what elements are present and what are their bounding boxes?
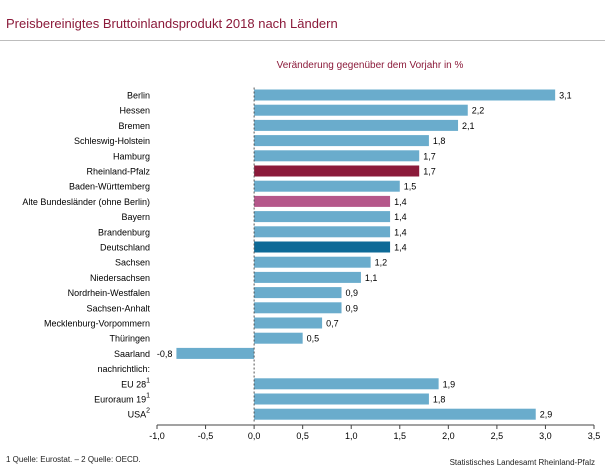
labels-layer: Berlin 3,1 Hessen 2,2 Bremen 2,1 Schleswig-Hol…	[22, 91, 571, 420]
bar	[254, 271, 361, 283]
value-label: 1,4	[394, 227, 407, 237]
bar	[254, 408, 536, 420]
value-label: 2,9	[540, 410, 553, 420]
x-tick-label: 2,5	[491, 431, 504, 441]
value-label: 0,7	[326, 319, 339, 329]
x-tick-label: 1,0	[345, 431, 358, 441]
category-label: Niedersachsen	[90, 273, 150, 283]
footnote: 1 Quelle: Eurostat. – 2 Quelle: OECD.	[6, 455, 141, 464]
value-label: 1,8	[433, 395, 446, 405]
category-label: Schleswig-Holstein	[74, 136, 150, 146]
value-label: 1,4	[394, 243, 407, 253]
category-label: Hessen	[119, 106, 150, 116]
category-label: USA2	[128, 408, 151, 420]
bar	[254, 393, 429, 405]
bar	[254, 241, 391, 253]
value-label: 1,1	[365, 273, 378, 283]
bar	[254, 195, 391, 207]
value-label: 1,7	[423, 151, 436, 161]
value-label: 0,5	[307, 334, 320, 344]
category-label: Bremen	[118, 121, 150, 131]
value-label: 1,4	[394, 197, 407, 207]
value-label: 0,9	[346, 288, 359, 298]
category-label: Brandenburg	[98, 227, 150, 237]
x-tick-label: 0,5	[296, 431, 309, 441]
bar	[254, 119, 459, 131]
bar	[254, 302, 342, 314]
bar	[254, 211, 391, 223]
x-tick-label: 3,0	[539, 431, 552, 441]
category-label: EU 281	[121, 377, 150, 389]
bar	[254, 317, 323, 329]
source-note: Statistisches Landesamt Rheinland-Pfalz	[449, 458, 595, 467]
value-label: 2,2	[472, 106, 485, 116]
chart-title: Preisbereinigtes Bruttoinlandsprodukt 20…	[6, 16, 338, 31]
value-label: -0,8	[157, 349, 173, 359]
category-label: Saarland	[114, 349, 150, 359]
bar	[254, 89, 556, 101]
bar	[254, 226, 391, 238]
bar	[254, 135, 429, 147]
x-tick-label: 0,0	[248, 431, 261, 441]
category-label: Alte Bundesländer (ohne Berlin)	[22, 197, 150, 207]
value-label: 1,2	[375, 258, 388, 268]
x-tick-label: -1,0	[149, 431, 165, 441]
axis-layer: -1,0 -0,5 0,0 0,5 1,0 1,5 2,0 2,5 3,0 3,5	[149, 87, 601, 441]
category-footnote-marker: 2	[146, 408, 150, 415]
category-label: Berlin	[127, 91, 150, 101]
bar	[254, 165, 420, 177]
x-tick-label: 3,5	[588, 431, 601, 441]
title-divider	[0, 40, 605, 41]
category-label: Deutschland	[100, 243, 150, 253]
category-label: Sachsen	[115, 258, 150, 268]
category-label: Baden-Württemberg	[69, 182, 150, 192]
chart-subtitle: Veränderung gegenüber dem Vorjahr in %	[276, 60, 464, 71]
category-label: Bayern	[121, 212, 150, 222]
x-tick-label: 2,0	[442, 431, 455, 441]
value-label: 1,7	[423, 167, 436, 177]
category-label: Rheinland-Pfalz	[86, 167, 150, 177]
bar	[254, 104, 468, 116]
category-label: nachrichtlich:	[97, 364, 150, 374]
value-label: 3,1	[559, 91, 572, 101]
bar	[254, 150, 420, 162]
category-label: Mecklenburg-Vorpommern	[44, 319, 150, 329]
category-label: Sachsen-Anhalt	[86, 303, 150, 313]
bar	[254, 256, 371, 268]
value-label: 1,8	[433, 136, 446, 146]
category-label: Hamburg	[113, 151, 150, 161]
bars-layer	[176, 89, 556, 420]
category-label: Thüringen	[109, 334, 150, 344]
value-label: 0,9	[346, 303, 359, 313]
category-label: Nordrhein-Westfalen	[68, 288, 150, 298]
bar	[254, 180, 400, 192]
bar	[176, 347, 255, 359]
value-label: 1,4	[394, 212, 407, 222]
category-footnote-marker: 1	[146, 393, 150, 400]
value-label: 2,1	[462, 121, 475, 131]
x-tick-label: 1,5	[394, 431, 407, 441]
category-label: Euroraum 191	[94, 393, 150, 405]
value-label: 1,9	[443, 379, 456, 389]
x-tick-label: -0,5	[198, 431, 214, 441]
value-label: 1,5	[404, 182, 417, 192]
bar	[254, 332, 303, 344]
category-footnote-marker: 1	[146, 377, 150, 384]
bar	[254, 378, 439, 390]
bar	[254, 287, 342, 299]
